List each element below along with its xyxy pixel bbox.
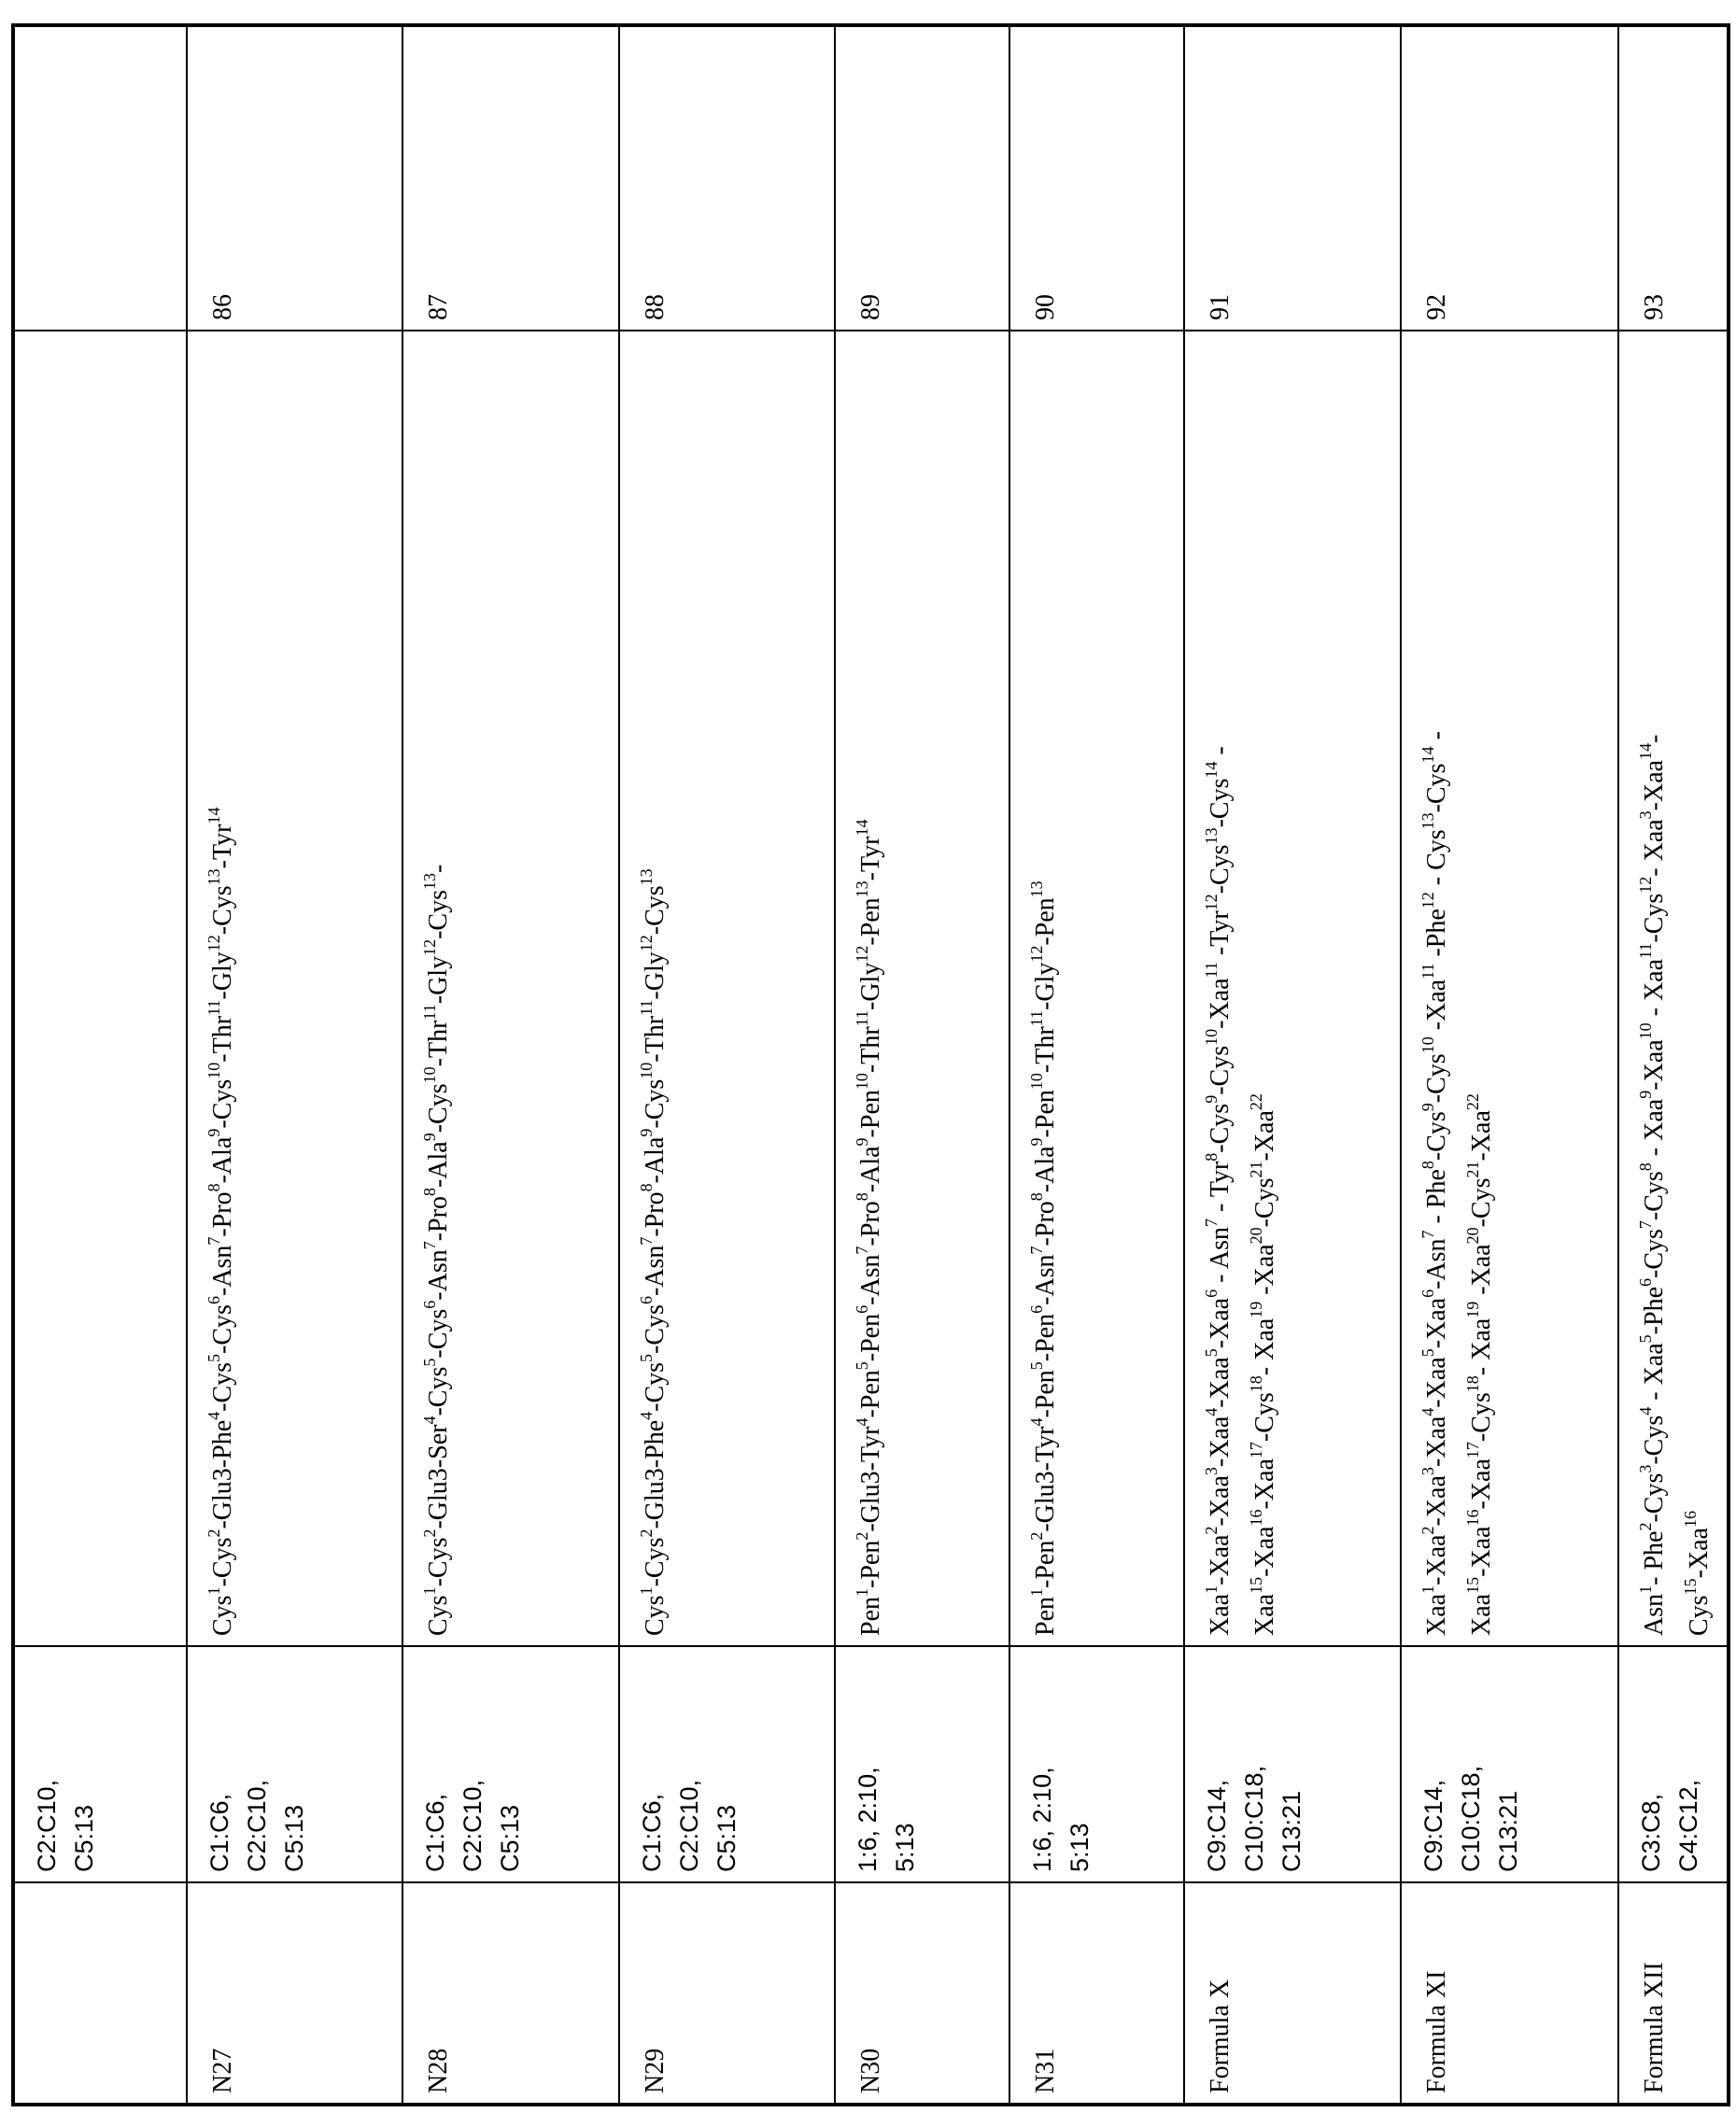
- disulfide-bonds-cell: C9:C14, C10:C18, C13:21: [1184, 1646, 1401, 1882]
- disulfide-bonds-cell: C2:C10, C5:13: [13, 1646, 187, 1882]
- peptide-id-cell: Formula XII: [1618, 1882, 1729, 2105]
- seq-id-number-cell: 88: [619, 25, 835, 331]
- seq-id-number-cell: [13, 25, 187, 331]
- sequence-line: Asn1- Phe2-Cys3-Cys4 - Xaa5-Phe6-Cys7-Cy…: [1632, 341, 1677, 1636]
- seq-id-number-cell: 87: [402, 25, 619, 331]
- disulfide-bonds-cell: 1:6, 2:10, 5:13: [1009, 1646, 1184, 1882]
- peptide-id-cell: Formula X: [1184, 1882, 1401, 2105]
- disulfide-bonds-cell: C1:C6, C2:C10, C5:13: [402, 1646, 619, 1882]
- sequence-line: Cys15-Xaa16: [1677, 341, 1722, 1636]
- sequence-line: Pen1-Pen2-Glu3-Tyr4-Pen5-Pen6-Asn7-Pro8-…: [849, 341, 894, 1636]
- peptide-id-cell: N31: [1009, 1882, 1184, 2105]
- sequence-cell: Cys1-Cys2-Glu3-Ser4-Cys5-Cys6-Asn7-Pro8-…: [402, 331, 619, 1646]
- sequence-cell: Cys1-Cys2-Glu3-Phe4-Cys5-Cys6-Asn7-Pro8-…: [187, 331, 402, 1646]
- peptide-id-cell: N29: [619, 1882, 835, 2105]
- sequence-cell: Asn1- Phe2-Cys3-Cys4 - Xaa5-Phe6-Cys7-Cy…: [1618, 331, 1729, 1646]
- table-row: Formula XIC9:C14, C10:C18, C13:21 Xaa1-Xa…: [1401, 25, 1618, 2105]
- disulfide-bonds-cell: C3:C8, C4:C12,: [1618, 1646, 1729, 1882]
- sequence-line: Xaa1-Xaa2-Xaa3-Xaa4-Xaa5-Xaa6-Asn7 - Phe…: [1415, 341, 1460, 1636]
- table-row: C2:C10, C5:13: [13, 25, 187, 2105]
- sequence-cell: Pen1-Pen2-Glu3-Tyr4-Pen5-Pen6-Asn7-Pro8-…: [835, 331, 1009, 1646]
- peptide-id-cell: [13, 1882, 187, 2105]
- table-row: N27C1:C6, C2:C10, C5:13 Cys1-Cys2-Glu3-Ph…: [187, 25, 402, 2105]
- seq-id-number-cell: 92: [1401, 25, 1618, 331]
- disulfide-bonds-cell: C9:C14, C10:C18, C13:21: [1401, 1646, 1618, 1882]
- table-row: N28C1:C6, C2:C10, C5:13 Cys1-Cys2-Glu3-Se…: [402, 25, 619, 2105]
- sequence-line: Xaa15-Xaa16-Xaa17-Cys18- Xaa19 -Xaa20-Cy…: [1243, 341, 1288, 1636]
- sequence-line: Xaa15-Xaa16-Xaa17-Cys18- Xaa19 -Xaa20-Cy…: [1460, 341, 1504, 1636]
- peptide-id-cell: N30: [835, 1882, 1009, 2105]
- seq-id-number-cell: 93: [1618, 25, 1729, 331]
- disulfide-bonds-cell: C1:C6, C2:C10, C5:13: [619, 1646, 835, 1882]
- sequence-line: Cys1-Cys2-Glu3-Ser4-Cys5-Cys6-Asn7-Pro8-…: [416, 341, 461, 1636]
- seq-id-number-cell: 86: [187, 25, 402, 331]
- peptide-id-cell: Formula XI: [1401, 1882, 1618, 2105]
- seq-id-number-cell: 91: [1184, 25, 1401, 331]
- table-row: N29C1:C6, C2:C10, C5:13 Cys1-Cys2-Glu3-Ph…: [619, 25, 835, 2105]
- seq-id-number-cell: 89: [835, 25, 1009, 331]
- peptide-table: C2:C10, C5:13N27C1:C6, C2:C10, C5:13Cys1…: [11, 23, 1730, 2106]
- seq-id-number-cell: 90: [1009, 25, 1184, 331]
- sequence-line: Xaa1-Xaa2-Xaa3-Xaa4-Xaa5-Xaa6 - Asn7 - T…: [1198, 341, 1243, 1636]
- sequence-cell: [13, 331, 187, 1646]
- table-row: N301:6, 2:10, 5:13 Pen1-Pen2-Glu3-Tyr4-Pe…: [835, 25, 1009, 2105]
- sequence-cell: Xaa1-Xaa2-Xaa3-Xaa4-Xaa5-Xaa6 - Asn7 - T…: [1184, 331, 1401, 1646]
- table-row: Formula XC9:C14, C10:C18, C13:21 Xaa1-Xaa…: [1184, 25, 1401, 2105]
- table-row: N311:6, 2:10, 5:13 Pen1-Pen2-Glu3-Tyr4-Pe…: [1009, 25, 1184, 2105]
- disulfide-bonds-cell: 1:6, 2:10, 5:13: [835, 1646, 1009, 1882]
- sequence-cell: Xaa1-Xaa2-Xaa3-Xaa4-Xaa5-Xaa6-Asn7 - Phe…: [1401, 331, 1618, 1646]
- sequence-cell: Pen1-Pen2-Glu3-Tyr4-Pen5-Pen6-Asn7-Pro8-…: [1009, 331, 1184, 1646]
- disulfide-bonds-cell: C1:C6, C2:C10, C5:13: [187, 1646, 402, 1882]
- sequence-line: Pen1-Pen2-Glu3-Tyr4-Pen5-Pen6-Asn7-Pro8-…: [1023, 341, 1068, 1636]
- sequence-line: Cys1-Cys2-Glu3-Phe4-Cys5-Cys6-Asn7-Pro8-…: [201, 341, 246, 1636]
- peptide-id-cell: N28: [402, 1882, 619, 2105]
- peptide-id-cell: N27: [187, 1882, 402, 2105]
- sequence-line: Cys1-Cys2-Glu3-Phe4-Cys5-Cys6-Asn7-Pro8-…: [633, 341, 678, 1636]
- table-row: Formula XIIC3:C8, C4:C12, Asn1- Phe2-Cys3…: [1618, 25, 1729, 2105]
- sequence-cell: Cys1-Cys2-Glu3-Phe4-Cys5-Cys6-Asn7-Pro8-…: [619, 331, 835, 1646]
